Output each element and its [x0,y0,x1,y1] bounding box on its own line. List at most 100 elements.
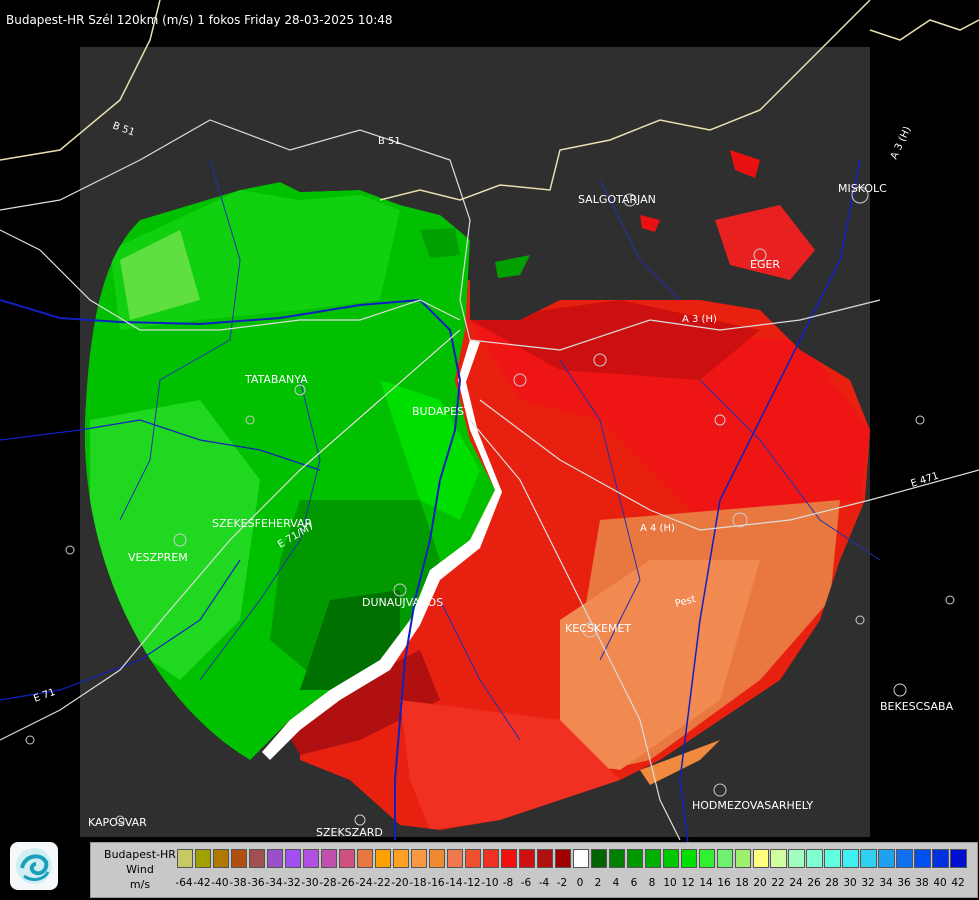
legend-swatch [698,849,715,868]
legend-label: 10 [663,877,677,889]
legend-label: -30 [301,877,319,889]
legend-swatch [734,849,751,868]
legend-swatch [896,849,913,868]
town-outlines [25,186,955,826]
city-label: KECSKEMET [565,622,631,635]
legend-label: 16 [717,877,731,889]
river [0,419,321,701]
legend-label: -28 [319,877,337,889]
legend-label: 28 [825,877,839,889]
legend-label: 40 [933,877,947,889]
legend-swatch [284,849,302,868]
legend-label: 22 [771,877,785,889]
legend-label: 2 [594,877,602,889]
legend-label: -40 [211,877,229,889]
legend-label: 8 [648,877,656,889]
legend-swatch [464,849,481,868]
legend-swatch [626,849,643,868]
legend-label: -24 [355,877,373,889]
legend-swatch [248,849,266,868]
legend-label: 34 [879,877,893,889]
legend-label: -12 [463,877,481,889]
city-label: VESZPREM [128,551,188,564]
legend-swatch [194,849,212,868]
legend-swatch [842,849,859,868]
legend-label: -38 [229,877,247,889]
legend-swatch [302,849,320,868]
weather-service-logo-icon [16,848,52,884]
legend-swatch [860,849,877,868]
echo-patch [495,255,530,278]
city-label: SALGOTARJAN [578,193,656,206]
legend-swatch [590,849,607,868]
legend-swatch [572,849,589,868]
legend-swatch [410,849,427,868]
road-label: E 471 [910,471,941,490]
legend-label: 30 [843,877,857,889]
legend-label: 4 [612,877,620,889]
legend-label: 42 [951,877,965,889]
legend-label: -64 [175,877,193,889]
road-label: A 3 (H) [889,125,914,161]
legend-label: -2 [556,877,568,889]
legend-swatch [177,849,194,868]
city-label: EGER [750,258,780,271]
legend-label: -22 [373,877,391,889]
legend-swatch [680,849,697,868]
city-label: TATABANYA [244,373,308,386]
city-label: KAPOSVAR [88,816,147,829]
city-label: DUNAUJVAROS [362,596,443,609]
legend-swatch [716,849,733,868]
danube-river [0,298,462,840]
legend-swatch [338,849,356,868]
legend-swatch [932,849,949,868]
legend-swatch [230,849,248,868]
city-label: MISKOLC [838,182,887,195]
legend-label: -18 [409,877,427,889]
legend-swatch [536,849,553,868]
legend-swatch [788,849,805,868]
color-legend: Budapest-HR Wind m/s -64 -42 -40 -38 -36 -34-… [90,842,978,898]
echo-patch [730,150,760,178]
city-label: BEKESCSABA [880,700,954,713]
legend-label: 14 [699,877,713,889]
legend-swatch [644,849,661,868]
echo-patch [640,215,660,232]
legend-label: 12 [681,877,695,889]
legend-label: -10 [481,877,499,889]
echo-patch [715,205,815,280]
page-title: Budapest-HR Szél 120km (m/s) 1 fokos Fri… [6,13,393,27]
city-label: SZEKESFEHERVAR [212,517,313,530]
legend-swatch [266,849,284,868]
legend-label: -34 [265,877,283,889]
legend-swatch [392,849,409,868]
legend-swatch [428,849,445,868]
legend-label: 24 [789,877,803,889]
legend-swatch [446,849,463,868]
legend-label: 26 [807,877,821,889]
road-label: B 51 [378,136,401,147]
legend-label: 20 [753,877,767,889]
road-label: A 4 (H) [640,523,675,534]
legend-unit: m/s [129,878,151,891]
legend-label: -8 [502,877,514,889]
legend-label: -26 [337,877,355,889]
echo-patch [420,228,460,258]
city-label: BUDAPEST [412,405,471,418]
country-border [0,0,979,201]
legend-label: -14 [445,877,463,889]
legend-swatch [752,849,769,868]
legend-label: 0 [576,877,584,889]
road-label: Pest [674,594,697,610]
legend-swatch [320,849,338,868]
legend-swatch [518,849,535,868]
legend-swatch [770,849,787,868]
logo [10,842,58,890]
legend-swatch [554,849,571,868]
legend-label: 32 [861,877,875,889]
radar-echo [84,182,871,830]
legend-quantity: Wind [126,863,154,876]
tisza-river [679,159,861,861]
legend-swatch [608,849,625,868]
